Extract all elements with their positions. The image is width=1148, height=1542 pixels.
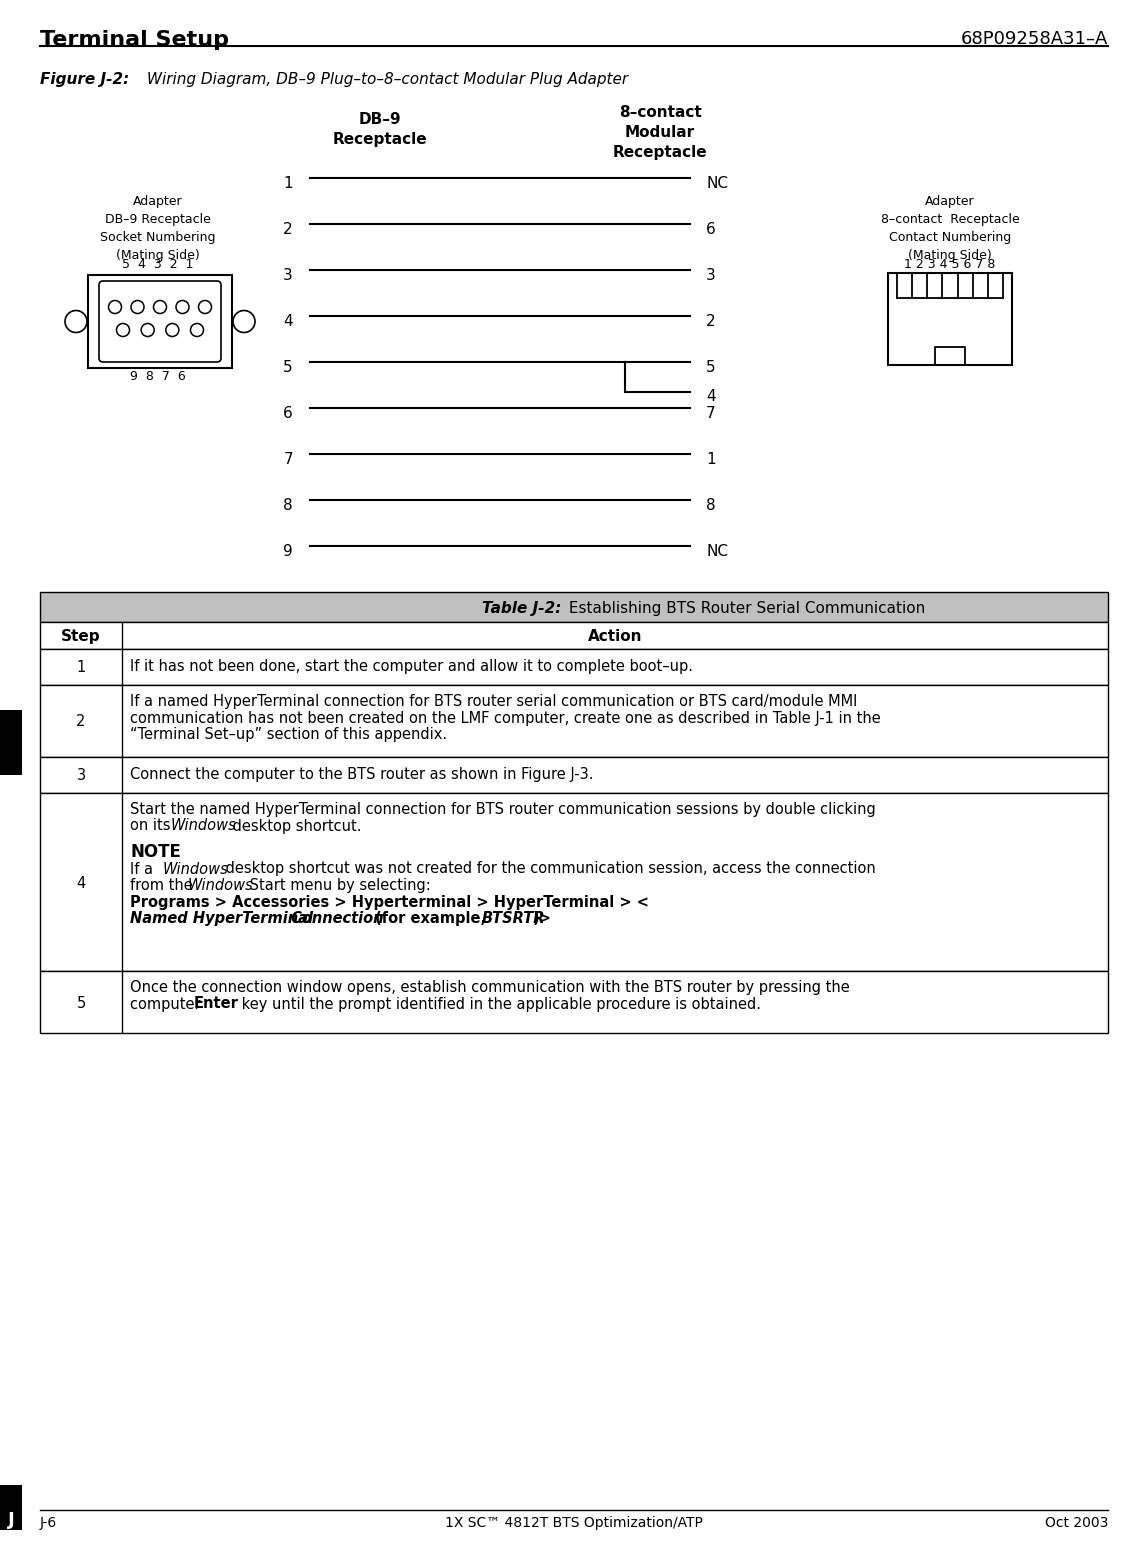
Text: NOTE: NOTE: [130, 843, 181, 860]
Text: 8–contact
Modular
Receptacle: 8–contact Modular Receptacle: [613, 105, 707, 160]
Text: )>: )>: [533, 911, 552, 927]
Text: Step: Step: [61, 629, 101, 645]
Text: If it has not been done, start the computer and allow it to complete boot–up.: If it has not been done, start the compu…: [130, 658, 693, 674]
Text: Enter: Enter: [194, 996, 239, 1012]
Bar: [0, 709, 22, 776]
Text: Oct 2003: Oct 2003: [1045, 1516, 1108, 1530]
Text: NC: NC: [706, 543, 728, 558]
Text: Programs > Accessories > Hyperterminal > HyperTerminal > <: Programs > Accessories > Hyperterminal >…: [130, 894, 649, 910]
Text: 1: 1: [706, 452, 715, 467]
Text: Connection: Connection: [286, 911, 383, 927]
Text: “Terminal Set–up” section of this appendix.: “Terminal Set–up” section of this append…: [130, 726, 447, 742]
Text: 6: 6: [706, 222, 715, 236]
Bar: [40, 592, 1108, 621]
Text: Once the connection window opens, establish communication with the BTS router by: Once the connection window opens, establ…: [130, 981, 850, 995]
Text: Windows: Windows: [163, 862, 228, 876]
Text: Connect the computer to the BTS router as shown in Figure J-3.: Connect the computer to the BTS router a…: [130, 766, 594, 782]
Text: 2: 2: [706, 313, 715, 328]
Text: key until the prompt identified in the applicable procedure is obtained.: key until the prompt identified in the a…: [236, 996, 761, 1012]
Text: 7: 7: [706, 406, 715, 421]
Text: NC: NC: [706, 176, 728, 191]
Text: 5: 5: [284, 359, 293, 375]
Text: communication has not been created on the LMF computer, create one as described : communication has not been created on th…: [130, 711, 881, 725]
Text: (for example,: (for example,: [370, 911, 491, 927]
Bar: [40, 649, 1108, 685]
Bar: [88, 274, 232, 369]
Bar: [0, 1485, 22, 1530]
Text: Windows: Windows: [171, 819, 236, 834]
Text: 7: 7: [284, 452, 293, 467]
Text: 2: 2: [284, 222, 293, 236]
Text: BTSRTR: BTSRTR: [482, 911, 545, 927]
Bar: [889, 273, 1013, 365]
Text: DB–9
Receptacle: DB–9 Receptacle: [333, 113, 427, 146]
Text: 5  4  3  2  1: 5 4 3 2 1: [122, 258, 194, 271]
Text: 9: 9: [284, 543, 293, 558]
Text: Terminal Setup: Terminal Setup: [40, 29, 228, 49]
Text: Adapter
8–contact  Receptacle
Contact Numbering
(Mating Side): Adapter 8–contact Receptacle Contact Num…: [881, 194, 1019, 262]
Text: 3: 3: [77, 768, 86, 783]
Text: If a: If a: [130, 862, 157, 876]
Text: Table J-2:: Table J-2:: [482, 600, 561, 615]
Text: If a named HyperTerminal connection for BTS router serial communication or BTS c: If a named HyperTerminal connection for …: [130, 694, 858, 709]
Text: 8: 8: [706, 498, 715, 512]
Text: 2: 2: [76, 714, 86, 729]
Text: 3: 3: [706, 267, 715, 282]
Text: Establishing BTS Router Serial Communication: Establishing BTS Router Serial Communica…: [564, 600, 925, 615]
Bar: [40, 621, 1108, 649]
Text: Start menu by selecting:: Start menu by selecting:: [245, 877, 430, 893]
Text: 1X SC™ 4812T BTS Optimization/ATP: 1X SC™ 4812T BTS Optimization/ATP: [445, 1516, 703, 1530]
Text: Start the named HyperTerminal connection for BTS router communication sessions b: Start the named HyperTerminal connection…: [130, 802, 876, 817]
Text: desktop shortcut was not created for the communication session, access the conne: desktop shortcut was not created for the…: [222, 862, 876, 876]
Text: Figure J-2:: Figure J-2:: [40, 72, 130, 86]
Text: 1: 1: [77, 660, 86, 675]
Text: Windows: Windows: [188, 877, 254, 893]
Text: J-6: J-6: [40, 1516, 57, 1530]
Text: on its: on its: [130, 819, 176, 834]
Text: Action: Action: [588, 629, 642, 645]
Text: Named HyperTerminal: Named HyperTerminal: [130, 911, 313, 927]
Bar: [40, 971, 1108, 1033]
Text: desktop shortcut.: desktop shortcut.: [228, 819, 362, 834]
Text: 5: 5: [77, 996, 86, 1010]
Text: 5: 5: [706, 359, 715, 375]
Text: 4: 4: [706, 390, 715, 404]
Text: 9  8  7  6: 9 8 7 6: [130, 370, 186, 382]
Text: from the: from the: [130, 877, 197, 893]
Text: 8: 8: [284, 498, 293, 512]
Text: 1: 1: [284, 176, 293, 191]
Text: 3: 3: [284, 267, 293, 282]
Bar: [40, 685, 1108, 757]
Text: 4: 4: [284, 313, 293, 328]
Text: 6: 6: [284, 406, 293, 421]
Text: 4: 4: [77, 876, 86, 890]
Bar: [40, 793, 1108, 971]
Text: computer: computer: [130, 996, 205, 1012]
Text: J: J: [8, 1511, 15, 1530]
Text: 1 2 3 4 5 6 7 8: 1 2 3 4 5 6 7 8: [905, 258, 995, 271]
Text: Adapter
DB–9 Receptacle
Socket Numbering
(Mating Side): Adapter DB–9 Receptacle Socket Numbering…: [100, 194, 216, 262]
Bar: [40, 757, 1108, 793]
Text: Wiring Diagram, DB–9 Plug–to–8–contact Modular Plug Adapter: Wiring Diagram, DB–9 Plug–to–8–contact M…: [142, 72, 628, 86]
Text: 68P09258A31–A: 68P09258A31–A: [961, 29, 1108, 48]
